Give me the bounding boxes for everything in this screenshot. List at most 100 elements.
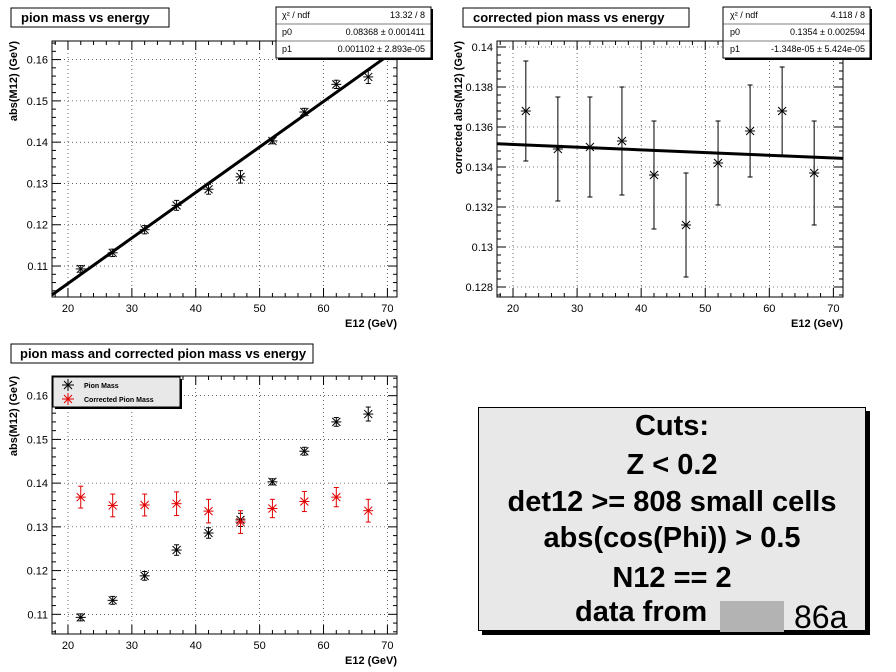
marker-stroke [204,506,213,516]
stats-label: p0 [730,27,740,37]
y-tick-label: 0.15 [27,96,48,108]
marker-stroke [76,613,86,622]
x-tick-label: 40 [190,640,202,652]
data-point [235,170,246,184]
stats-value: 0.001102 ± 2.893e-05 [338,44,425,54]
data-point [171,491,182,516]
marker-stroke [649,170,659,180]
y-tick-label: 0.16 [27,391,48,403]
marker-stroke [76,264,86,274]
stats-label: p0 [282,27,292,37]
legend-marker-stroke [63,394,73,404]
legend-marker [62,379,74,391]
stats-label: p1 [282,44,292,54]
x-axis-label: E12 (GeV) [345,655,397,667]
y-tick-label: 0.128 [465,282,493,294]
data-point [75,485,86,509]
marker-stroke [204,528,213,538]
data-point [777,66,788,156]
series-1 [75,69,374,274]
title-box [462,7,690,28]
data-point [363,498,374,523]
legend-frame [52,376,181,408]
stats-label: χ² / ndf [730,10,758,20]
stats-label: χ² / ndf [282,10,310,20]
data-point [203,183,214,195]
chart-1: 20 30 40 50 60 70 0.11 0.12 0.13 0.14 0.15 0.16 E12 … [8,6,433,330]
data-point [267,477,278,487]
data-point [745,84,756,178]
title-box [10,343,314,364]
data-point [299,446,310,456]
y-tick-label: 0.136 [465,122,493,134]
y-tick-label: 0.12 [27,566,48,578]
data-point [107,248,118,258]
marker-stroke [553,144,563,154]
y-axis-label: corrected abs(M12) (GeV) [453,41,465,175]
y-tick-label: 0.14 [27,478,48,490]
y-tick-label: 0.132 [465,202,493,214]
marker-stroke [172,545,181,555]
cuts-heading: Cuts: [634,410,710,442]
plot-frame [51,375,398,635]
x-tick-label: 40 [635,303,647,315]
data-point [331,417,342,427]
chart-title: pion mass and corrected pion mass vs ene… [20,346,307,361]
x-tick-label: 30 [571,303,583,315]
stats-frame [275,6,432,59]
data-point [139,570,150,581]
x-tick-label: 30 [126,640,138,652]
y-tick-label: 0.16 [27,55,48,67]
marker-stroke [681,220,691,230]
cut-z: Z < 0.2 [626,449,718,481]
y-tick-label: 0.14 [472,42,493,54]
y-tick-label: 0.11 [27,609,48,621]
data-point [267,136,278,146]
stats-value: 13.32 / 8 [390,10,425,20]
series-2 [75,485,374,534]
stats-value: -1.348e-05 ± 5.424e-05 [771,44,865,54]
data-point [681,172,692,278]
data-point [299,107,310,117]
stats-frame [722,6,871,59]
marker-stroke [617,136,627,146]
data-from-label: data from [575,596,708,628]
legend-marker [62,393,74,405]
data-point [331,79,342,89]
marker-stroke [268,136,277,146]
grid [52,41,397,297]
fit-line [51,47,398,297]
marker-stroke [363,506,373,516]
stats-box: χ² / ndf 4.118 / 8 p0 0.1354 ± 0.002594 p1 -1… [722,6,872,60]
data-point [203,498,214,524]
data-point [648,120,659,230]
x-tick-label: 70 [827,303,839,315]
data-point [520,60,531,162]
marker-stroke [745,126,755,136]
chart-title: pion mass vs energy [21,10,150,25]
x-axis-label: E12 (GeV) [345,318,397,330]
x-tick-label: 20 [507,303,519,315]
y-tick-label: 0.13 [27,178,48,190]
marker-stroke [300,107,309,117]
data-point [75,613,86,622]
y-tick-label: 0.134 [465,162,493,174]
data-point [584,96,595,198]
x-tick-label: 20 [62,303,74,315]
chart-title: corrected pion mass vs energy [473,10,665,25]
y-axis-label: abs(M12) (GeV) [8,41,20,121]
title-box [10,7,170,28]
cut-det12: det12 >= 808 small cells [507,486,837,518]
data-point [107,595,118,605]
marker-stroke [172,200,181,210]
cut-cos-phi: abs(cos(Phi)) > 0.5 [543,522,801,554]
marker-stroke [108,595,118,605]
data-point [235,510,246,534]
data-point [713,120,724,206]
marker-stroke [331,492,341,502]
data-point [809,120,820,226]
data-point [107,493,118,518]
x-tick-label: 70 [381,303,393,315]
marker-stroke [268,477,277,487]
marker-stroke [713,158,723,168]
